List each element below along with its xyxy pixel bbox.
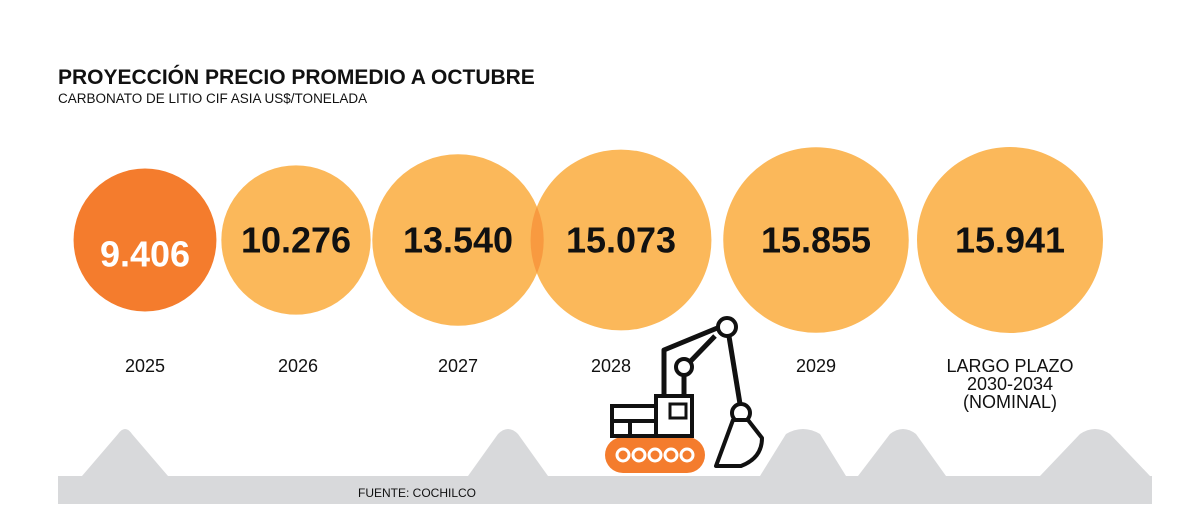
category-label: 2026 bbox=[278, 356, 318, 376]
value-label: 15.941 bbox=[955, 220, 1065, 261]
ground-strip bbox=[58, 476, 1152, 504]
chart-title: PROYECCIÓN PRECIO PROMEDIO A OCTUBRE bbox=[58, 65, 535, 89]
track-wheel bbox=[631, 447, 647, 463]
chart-subtitle: CARBONATO DE LITIO CIF ASIA US$/TONELADA bbox=[58, 91, 367, 106]
mountain-silhouette bbox=[468, 429, 548, 476]
category-label: LARGO PLAZO bbox=[946, 356, 1073, 376]
track bbox=[605, 437, 705, 473]
boom bbox=[661, 321, 744, 411]
bubble-largo bbox=[917, 147, 1103, 333]
category-label: 2027 bbox=[438, 356, 478, 376]
value-label: 9.406 bbox=[100, 234, 190, 275]
category-label: (NOMINAL) bbox=[963, 392, 1057, 412]
category-label: 2028 bbox=[591, 356, 631, 376]
price-bubbles bbox=[73, 147, 1103, 333]
bubble-2026 bbox=[221, 165, 371, 315]
category-label: 2029 bbox=[796, 356, 836, 376]
bubble-2028 bbox=[530, 149, 712, 331]
value-label: 15.855 bbox=[761, 220, 871, 261]
track-wheel bbox=[663, 447, 679, 463]
mountain-silhouette bbox=[82, 429, 168, 476]
mountain-silhouette bbox=[858, 429, 946, 476]
track-wheel bbox=[647, 447, 663, 463]
track-wheel bbox=[615, 447, 631, 463]
bucket bbox=[714, 418, 764, 468]
value-label: 15.073 bbox=[566, 220, 676, 261]
value-label: 10.276 bbox=[241, 220, 351, 261]
ground-background bbox=[58, 429, 1152, 504]
mountain-silhouette bbox=[760, 429, 846, 476]
value-label: 13.540 bbox=[403, 220, 513, 261]
excavator-icon bbox=[605, 316, 764, 473]
bubble-2027 bbox=[372, 154, 544, 326]
year-labels: 2025 2026 2027 2028 2029 LARGO PLAZO2030-2034… bbox=[125, 356, 1074, 412]
source-note: FUENTE: COCHILCO bbox=[358, 486, 476, 500]
bubble-2025 bbox=[73, 168, 217, 312]
category-label: 2030-2034 bbox=[967, 374, 1053, 394]
mountain-silhouette bbox=[1040, 429, 1150, 476]
track-wheel bbox=[679, 447, 695, 463]
bubble-2029 bbox=[723, 147, 909, 333]
category-label: 2025 bbox=[125, 356, 165, 376]
value-labels: 9.406 10.276 13.540 15.073 15.855 15.941 bbox=[100, 220, 1065, 275]
